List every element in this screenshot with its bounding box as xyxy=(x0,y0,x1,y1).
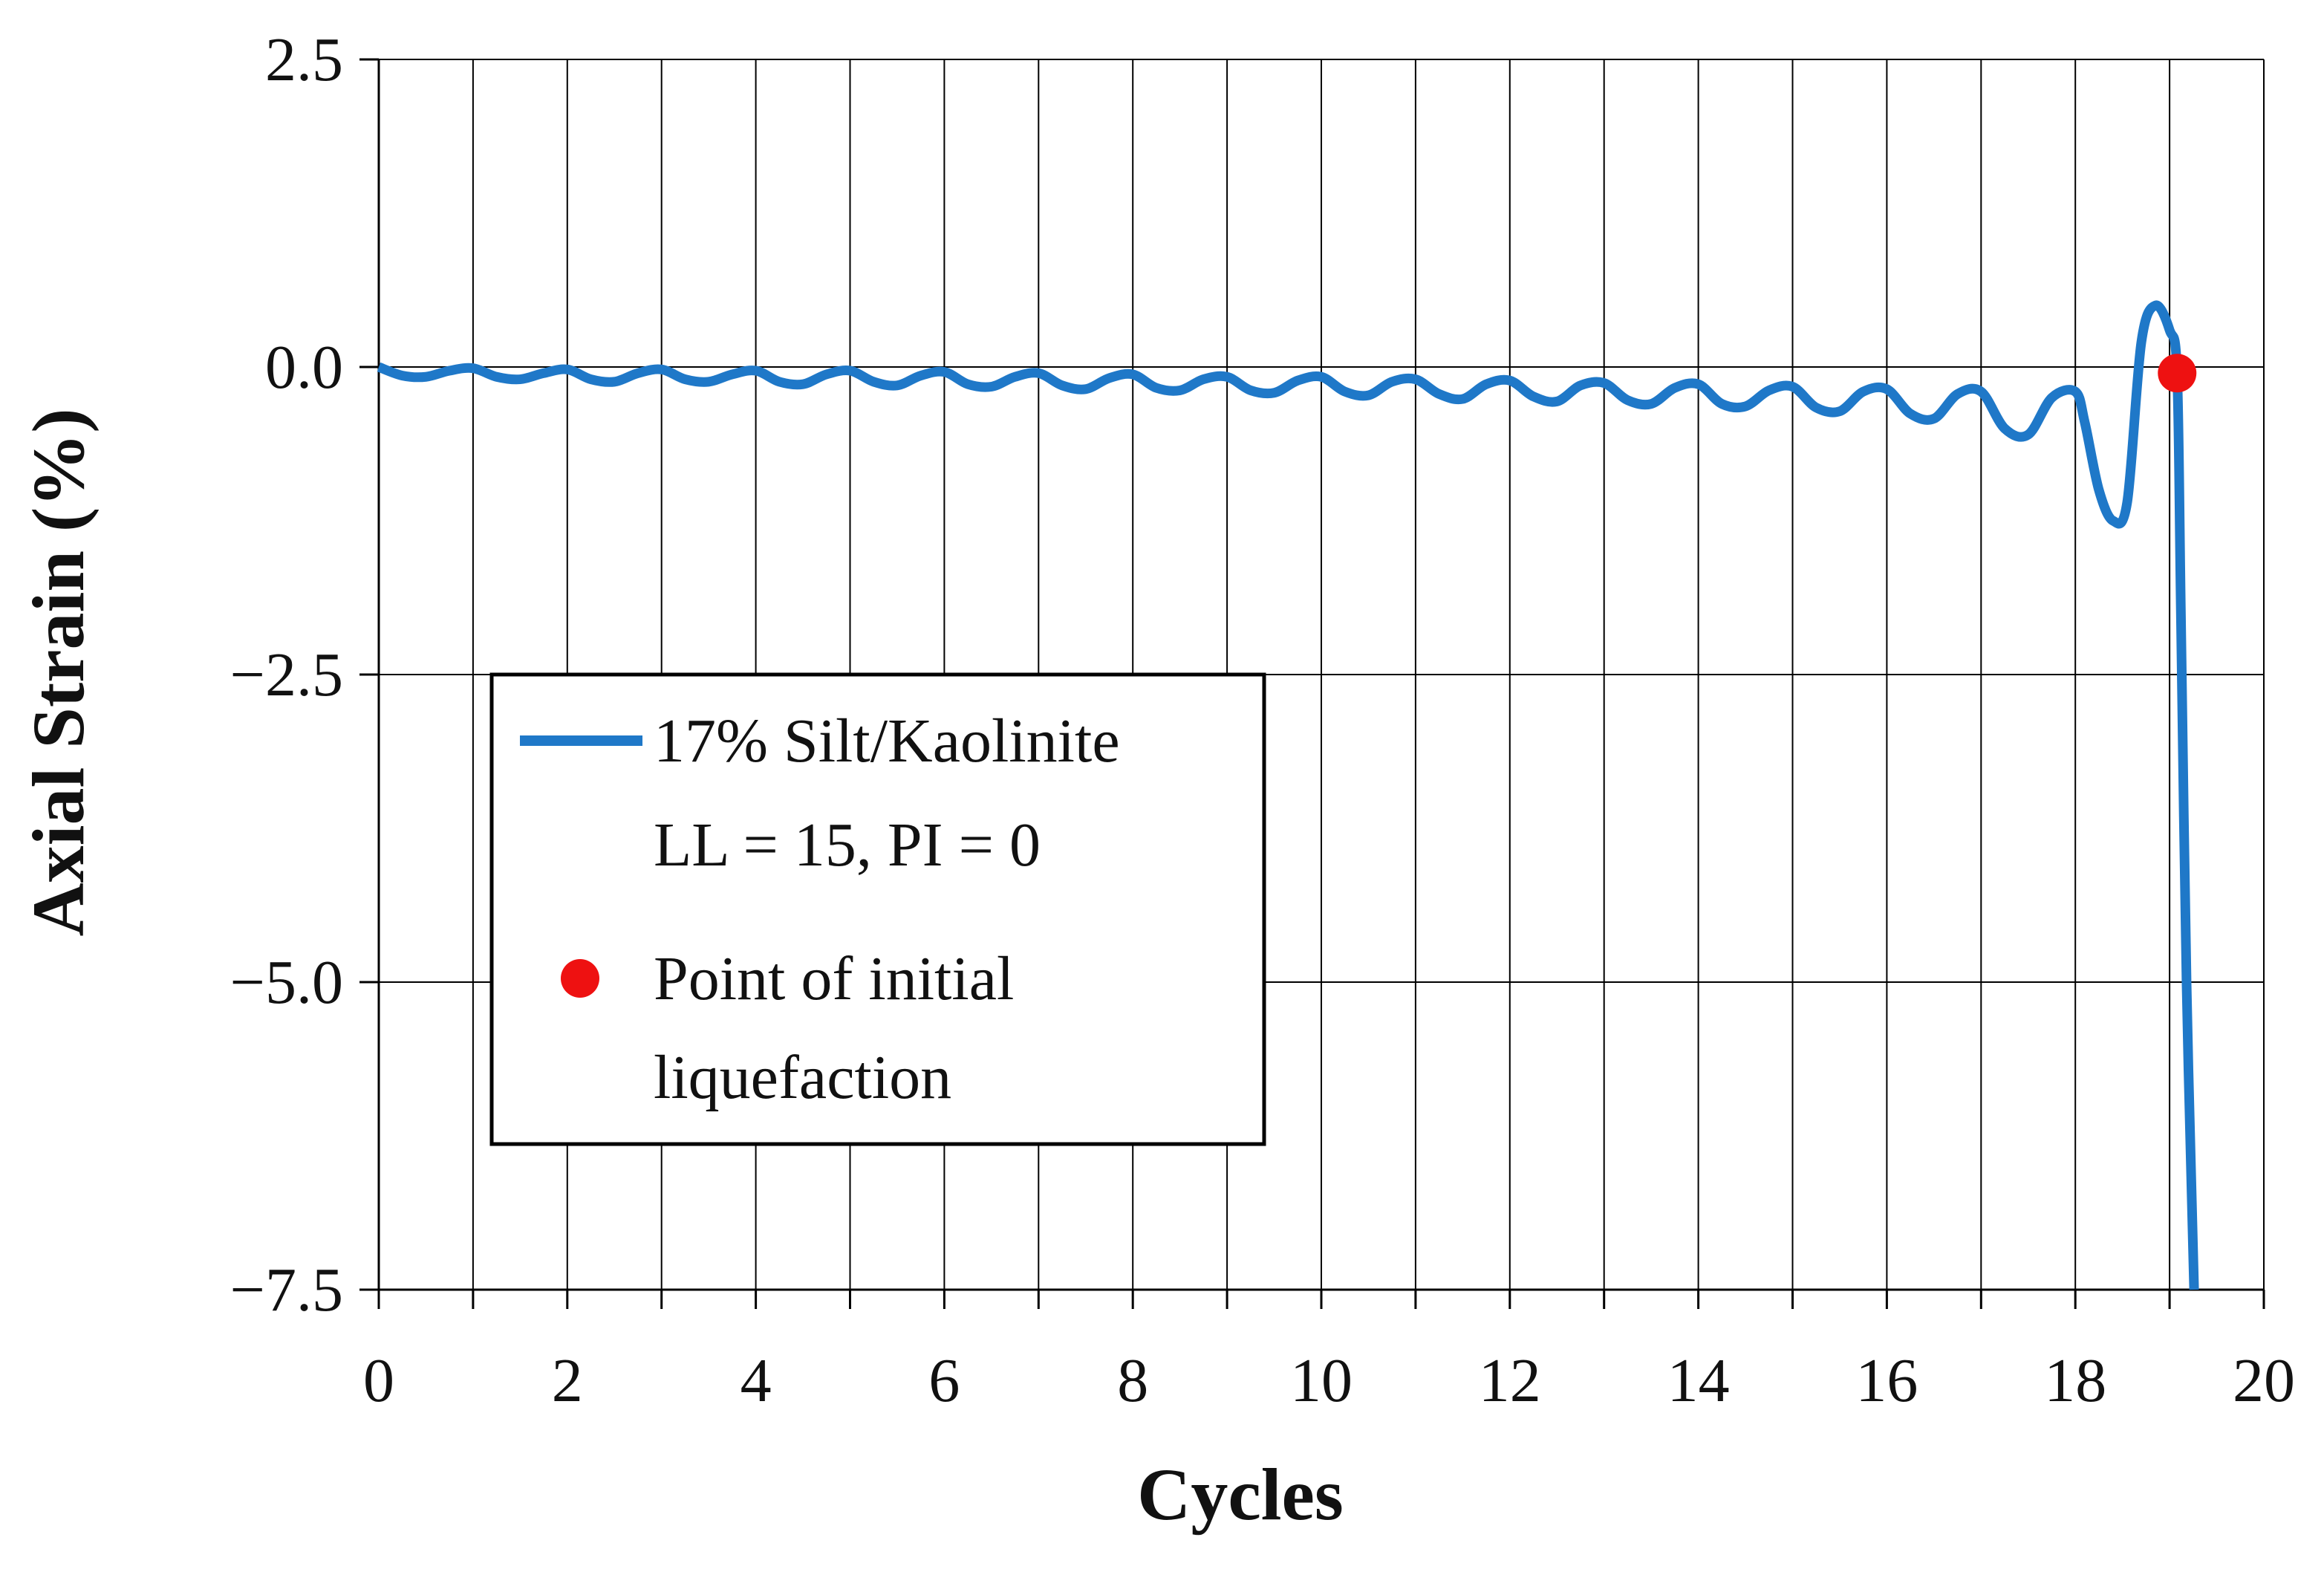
series-line xyxy=(377,300,2199,1290)
liquefaction-point xyxy=(2158,354,2197,393)
legend-marker-label-2: liquefaction xyxy=(654,1043,951,1112)
x-tick-label: 6 xyxy=(928,1346,960,1415)
x-tick-label: 16 xyxy=(1855,1346,1918,1415)
x-tick-label: 20 xyxy=(2233,1346,2295,1415)
x-tick-label: 10 xyxy=(1290,1346,1353,1415)
marker-layer xyxy=(2158,354,2197,393)
x-tick-label: 14 xyxy=(1667,1346,1730,1415)
y-tick-label: 0.0 xyxy=(265,333,343,402)
x-tick-label: 2 xyxy=(552,1346,583,1415)
legend-marker-swatch xyxy=(561,959,599,998)
legend: 17% Silt/Kaolinite LL = 15, PI = 0 Point… xyxy=(489,672,1266,1146)
legend-line-label-1: 17% Silt/Kaolinite xyxy=(654,706,1120,776)
x-tick-label: 4 xyxy=(741,1346,772,1415)
x-tick-label: 18 xyxy=(2044,1346,2106,1415)
legend-box xyxy=(489,672,1266,1146)
y-tick-label: −7.5 xyxy=(230,1255,343,1325)
legend-marker-label-1: Point of initial xyxy=(654,944,1014,1013)
x-tick-label: 12 xyxy=(1479,1346,1541,1415)
x-tick-label: 0 xyxy=(363,1346,394,1415)
legend-line-label-2: LL = 15, PI = 0 xyxy=(654,811,1041,880)
x-axis-title: Cycles xyxy=(1137,1453,1344,1536)
series-layer xyxy=(377,300,2199,1290)
ticks-layer: 2.5 0.0 −2.5 −5.0 −7.5 0 2 4 6 8 10 12 14 16 18 20 xyxy=(230,25,2295,1415)
y-tick-label: −5.0 xyxy=(230,948,343,1017)
y-axis-title: Axial Strain (%) xyxy=(17,408,100,936)
x-tick-label: 8 xyxy=(1117,1346,1148,1415)
y-tick-label: 2.5 xyxy=(265,25,343,94)
y-tick-label: −2.5 xyxy=(230,640,343,709)
